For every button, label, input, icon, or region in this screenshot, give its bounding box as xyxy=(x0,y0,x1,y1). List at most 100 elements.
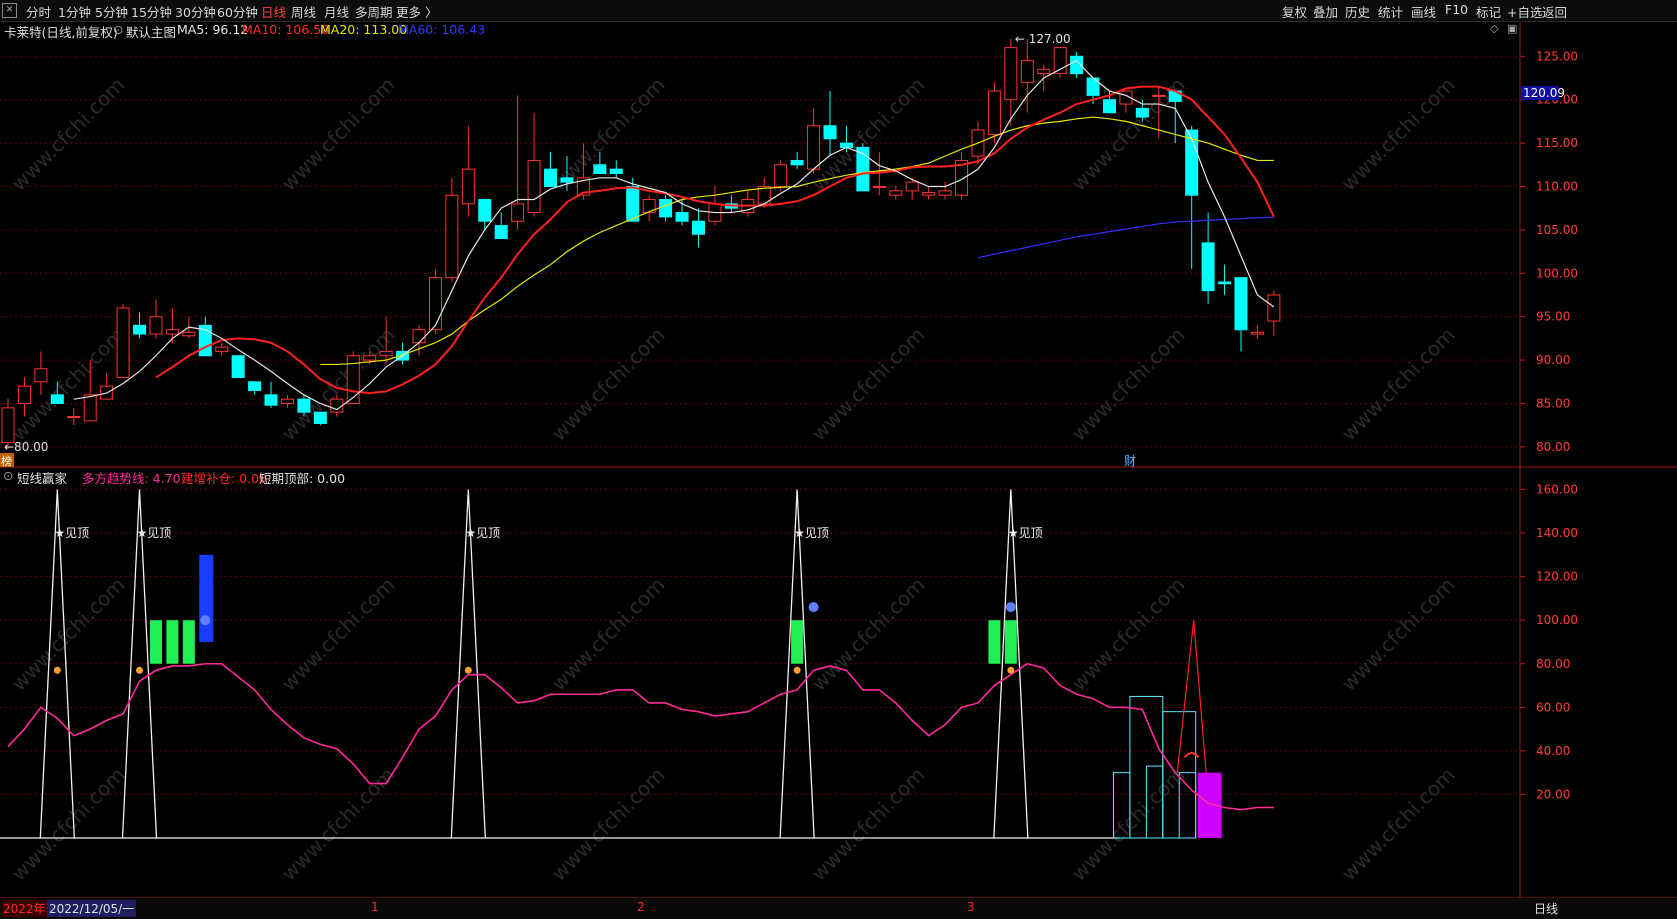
candle-body xyxy=(133,324,147,335)
period-tab[interactable]: 5分钟 xyxy=(95,5,128,20)
candle-body xyxy=(659,199,673,218)
stock-title: 卡莱特(日线,前复权) xyxy=(4,25,118,40)
diamond-icon[interactable]: ◇ xyxy=(1490,22,1499,35)
period-tab[interactable]: 周线 xyxy=(291,5,317,20)
period-tab[interactable]: 多周期 xyxy=(355,5,393,20)
candle-body xyxy=(461,168,475,205)
top-label: ★见顶 xyxy=(137,526,172,540)
top-peak-line xyxy=(779,489,815,839)
watermark: www.cfchi.com xyxy=(277,763,400,886)
candle-body xyxy=(478,199,492,222)
watermark: www.cfchi.com xyxy=(1067,573,1190,696)
period-tab[interactable]: 月线 xyxy=(324,5,350,20)
runner-icon xyxy=(53,666,61,674)
candle-body xyxy=(494,225,508,240)
watermark: www.cfchi.com xyxy=(7,73,130,196)
candle-body xyxy=(544,168,558,187)
y-tick-label: 80.00 xyxy=(1536,440,1570,454)
toolbar-button[interactable]: 标记 xyxy=(1476,5,1502,20)
toolbar-button[interactable]: 历史 xyxy=(1345,5,1371,20)
top-label: ★见顶 xyxy=(1008,526,1043,540)
bang-marker-bg xyxy=(0,453,14,467)
candle-body xyxy=(1152,94,1166,97)
watermark: www.cfchi.com xyxy=(807,323,930,446)
expand-icon[interactable]: ▣ xyxy=(1507,22,1518,35)
watermark: www.cfchi.com xyxy=(547,763,670,886)
toolbar-button[interactable]: 叠加 xyxy=(1313,5,1339,20)
y-tick-label: 140.00 xyxy=(1536,526,1578,540)
indicator-add: 建增补仓: 0.00 xyxy=(181,471,268,486)
toolbar-button[interactable]: 返回 xyxy=(1542,5,1568,20)
month-label-1: 1 xyxy=(371,900,379,914)
template-icon[interactable]: ⊙ xyxy=(113,22,124,37)
candle-body xyxy=(987,90,1001,135)
watermark: www.cfchi.com xyxy=(277,323,400,446)
period-tab[interactable]: 分时 xyxy=(26,5,52,20)
candle-body xyxy=(823,125,837,140)
ma60-label: MA60: 106.43 xyxy=(398,22,486,37)
candle-body xyxy=(1037,68,1051,75)
top-peak-line xyxy=(39,489,75,839)
toolbar-button[interactable]: +自选 xyxy=(1507,5,1543,20)
month-label-2: 2 xyxy=(637,900,645,914)
candle-body xyxy=(116,307,130,378)
indicator-trend: 多方趋势线: 4.70 xyxy=(82,471,181,486)
candle-body xyxy=(1267,294,1281,322)
menu-icon[interactable]: ✕ xyxy=(2,3,17,18)
top-label: ★见顶 xyxy=(465,526,500,540)
period-tab[interactable]: 15分钟 xyxy=(131,5,172,20)
candle-body xyxy=(215,346,229,352)
candle-body xyxy=(955,159,969,196)
candle-body xyxy=(511,203,525,222)
candle-body xyxy=(248,381,262,391)
candle-body xyxy=(330,398,344,413)
watermark: www.cfchi.com xyxy=(547,573,670,696)
watermark: www.cfchi.com xyxy=(7,573,130,696)
y-tick-label: 120.00 xyxy=(1536,570,1578,584)
green-bar xyxy=(791,620,804,664)
toolbar-button[interactable]: 复权 xyxy=(1282,5,1308,20)
ma20-label: MA20: 113.00 xyxy=(320,22,408,37)
candle-body xyxy=(626,186,640,222)
sad-face-icon xyxy=(1005,602,1016,613)
period-toolbar: ✕ 分时 1分钟 5分钟 15分钟 30分钟 60分钟 日线 周线 月线 多周期 更多 〉 复权 叠加… xyxy=(0,0,1677,22)
candle-body xyxy=(560,177,574,183)
candle-body xyxy=(856,146,870,192)
candle-body xyxy=(922,192,936,196)
y-tick-label: 110.00 xyxy=(1536,180,1578,194)
period-tab[interactable]: 1分钟 xyxy=(58,5,91,20)
candle-body xyxy=(428,277,442,331)
candle-body xyxy=(67,416,81,419)
y-tick-label: 85.00 xyxy=(1536,397,1570,411)
toolbar-button[interactable]: F10 xyxy=(1445,2,1469,17)
candle-body xyxy=(609,168,623,174)
period-indicator[interactable]: 日线 xyxy=(1534,902,1559,916)
current-price-label: 120.09 xyxy=(1523,86,1565,100)
ma60-line xyxy=(977,216,1274,259)
period-tab[interactable]: 更多 〉 xyxy=(396,5,438,20)
watermark: www.cfchi.com xyxy=(547,323,670,446)
candle-body xyxy=(379,350,393,357)
candle-body xyxy=(642,199,656,214)
indicator-toggle-icon[interactable]: ⊙ xyxy=(3,468,14,483)
candle-body xyxy=(807,125,821,170)
period-tab[interactable]: 60分钟 xyxy=(217,5,258,20)
candle-body xyxy=(17,385,31,405)
toolbar-button[interactable]: 统计 xyxy=(1378,5,1404,20)
candle-body xyxy=(231,355,245,378)
trend-line xyxy=(7,662,1274,811)
watermark: www.cfchi.com xyxy=(1337,73,1460,196)
indicator-name[interactable]: 短线赢家 xyxy=(17,471,68,486)
candle-body xyxy=(790,159,804,166)
green-bar xyxy=(166,620,179,664)
top-peak-line xyxy=(121,489,158,839)
template-label[interactable]: 默认主图 xyxy=(126,25,177,40)
period-tab[interactable]: 日线 xyxy=(261,5,287,20)
candle-body xyxy=(872,186,886,188)
candle-body xyxy=(280,398,294,405)
chart-canvas[interactable]: 80.00 85.00 90.00 95.00 100.00 105.00 110.00 11… xyxy=(0,22,1677,898)
candle-body xyxy=(1234,277,1248,331)
ma10-label: MA10: 106.50 xyxy=(242,22,330,37)
period-tab[interactable]: 30分钟 xyxy=(175,5,216,20)
toolbar-button[interactable]: 画线 xyxy=(1411,5,1437,20)
